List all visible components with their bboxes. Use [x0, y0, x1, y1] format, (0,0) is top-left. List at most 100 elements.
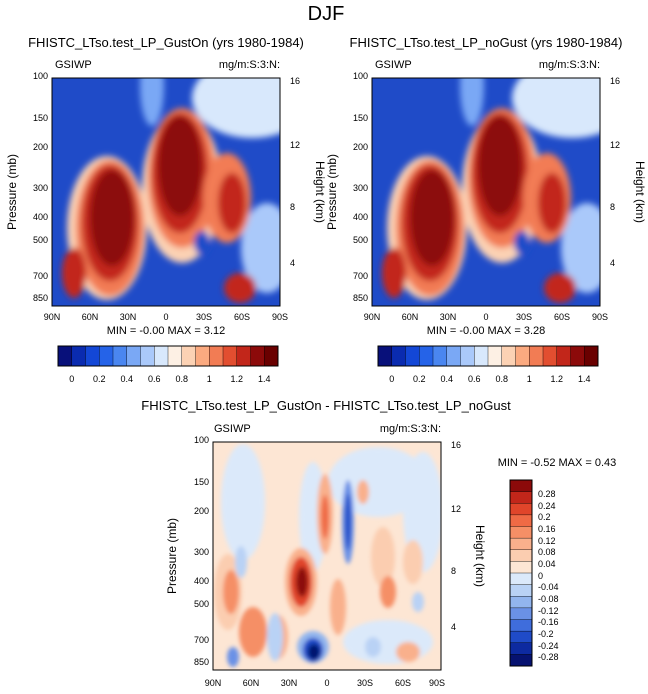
x-tick-label: 30N — [120, 312, 137, 322]
colorbar-swatch — [509, 584, 533, 597]
y2-tick-label: 12 — [290, 140, 300, 150]
colorbar-label: 0.16 — [538, 524, 556, 534]
colorbar-label: 1 — [207, 374, 212, 384]
colorbar-swatch — [222, 345, 238, 367]
colorbar-swatch — [57, 345, 73, 367]
colorbar-swatch — [509, 572, 533, 586]
y-tick-label: 200 — [353, 142, 368, 152]
panel-title: FHISTC_LTso.test_LP_GustOn - FHISTC_LTso… — [141, 398, 511, 413]
colorbar-label: 0.4 — [121, 374, 134, 384]
colorbar-label: 1.4 — [578, 374, 591, 384]
colorbar-label: 0 — [538, 571, 543, 581]
colorbar-swatches — [377, 345, 599, 367]
y-axis-label: Pressure (mb) — [325, 154, 339, 230]
colorbar-label: 0.2 — [413, 374, 426, 384]
colorbar-swatch — [509, 537, 533, 551]
colorbar: 0.28 0.24 0.2 0.16 0.12 0.08 0.04 0 -0.0… — [509, 479, 559, 667]
colorbar-swatch — [236, 345, 252, 367]
colorbar-swatch — [126, 345, 142, 367]
y-tick-label: 850 — [33, 293, 48, 303]
figure-title: DJF — [308, 3, 345, 25]
units-label: mg/m:S:3:N: — [219, 59, 280, 71]
x-tick-label: 60S — [234, 312, 250, 322]
min-max-stats: MIN = -0.00 MAX = 3.12 — [107, 325, 226, 337]
x-tick-label: 60N — [82, 312, 99, 322]
colorbar-swatch — [509, 503, 533, 516]
colorbar-swatch — [181, 345, 197, 367]
y2-tick-label: 4 — [290, 258, 295, 268]
x-ticks: 90N 60N 30N 0 30S 60S 90S — [364, 312, 608, 322]
panel-no-gust: FHISTC_LTso.test_LP_noGust (yrs 1980-198… — [325, 35, 647, 384]
colorbar-frame — [57, 345, 279, 367]
y2-axis-label: Height (km) — [473, 525, 487, 587]
panel-title: FHISTC_LTso.test_LP_noGust (yrs 1980-198… — [350, 35, 623, 50]
colorbar-label: 0.2 — [538, 512, 551, 522]
x-tick-label: 60N — [402, 312, 419, 322]
y2-tick-label: 8 — [610, 202, 615, 212]
heatmap-field — [372, 78, 600, 306]
colorbar-swatch — [99, 345, 114, 367]
variable-label: GSIWP — [375, 59, 412, 71]
y-tick-label: 100 — [353, 71, 368, 81]
y-tick-label: 100 — [33, 71, 48, 81]
x-tick-label: 90N — [205, 678, 222, 688]
x-tick-label: 0 — [483, 312, 488, 322]
y-tick-label: 300 — [353, 183, 368, 193]
colorbar-swatch — [487, 345, 503, 367]
y-tick-label: 200 — [33, 142, 48, 152]
y-tick-label: 400 — [353, 212, 368, 222]
colorbar-label: -0.16 — [538, 617, 559, 627]
colorbar-swatch — [509, 642, 533, 655]
heatmap-field — [213, 442, 441, 670]
y-tick-label: 700 — [353, 271, 368, 281]
colorbar-label: 1.2 — [551, 374, 564, 384]
plot-frame — [51, 77, 281, 307]
colorbar: 0 0.2 0.4 0.6 0.8 1 1.2 1.4 — [377, 345, 599, 384]
y2-tick-label: 12 — [451, 504, 461, 514]
x-tick-label: 90S — [592, 312, 608, 322]
colorbar-frame — [509, 479, 533, 667]
x-ticks: 90N 60N 30N 0 30S 60S 90S — [205, 678, 445, 688]
y2-tick-label: 16 — [610, 76, 620, 86]
plot-frame — [371, 77, 601, 307]
colorbar-swatch — [391, 345, 407, 367]
colorbar-label: 0.4 — [441, 374, 454, 384]
y2-tick-label: 16 — [290, 76, 300, 86]
y-tick-label: 700 — [194, 635, 209, 645]
colorbar-label: 0.08 — [538, 547, 556, 557]
y2-ticks: 16 12 8 4 — [610, 76, 620, 268]
y2-tick-label: 8 — [451, 566, 456, 576]
colorbar-label: 0.6 — [468, 374, 481, 384]
y-tick-label: 300 — [33, 183, 48, 193]
x-ticks: 90N 60N 30N 0 30S 60S 90S — [44, 312, 288, 322]
colorbar-swatch — [140, 345, 155, 367]
colorbar-swatch — [154, 345, 169, 367]
y-axis-label: Pressure (mb) — [5, 154, 19, 230]
y2-axis-label: Height (km) — [313, 161, 327, 223]
colorbar-label: 1 — [527, 374, 532, 384]
colorbar-swatch — [195, 345, 210, 367]
x-tick-label: 90S — [272, 312, 288, 322]
colorbar-swatch — [509, 514, 533, 528]
heatmap-blobs — [62, 78, 280, 303]
heatmap-blobs — [382, 78, 600, 303]
colorbar-swatch — [584, 345, 599, 367]
heatmap-blobs — [214, 444, 441, 667]
colorbar-swatch — [460, 345, 475, 367]
colorbar-swatch — [446, 345, 462, 367]
y-ticks: 100 150 200 300 400 500 700 850 — [194, 435, 209, 667]
x-tick-label: 60S — [395, 678, 411, 688]
colorbar-label: 1.4 — [258, 374, 271, 384]
colorbar-swatch — [112, 345, 128, 367]
colorbar-swatch — [209, 345, 224, 367]
colorbar-label: 1.2 — [231, 374, 244, 384]
y-tick-label: 500 — [33, 235, 48, 245]
panel-gust-on: FHISTC_LTso.test_LP_GustOn (yrs 1980-198… — [5, 35, 327, 384]
colorbar-label: -0.28 — [538, 652, 559, 662]
colorbar-swatch — [509, 630, 533, 644]
colorbar-swatch — [570, 345, 585, 367]
y2-ticks: 16 12 8 4 — [290, 76, 300, 268]
colorbar-swatches — [57, 345, 279, 367]
variable-label: GSIWP — [55, 59, 92, 71]
